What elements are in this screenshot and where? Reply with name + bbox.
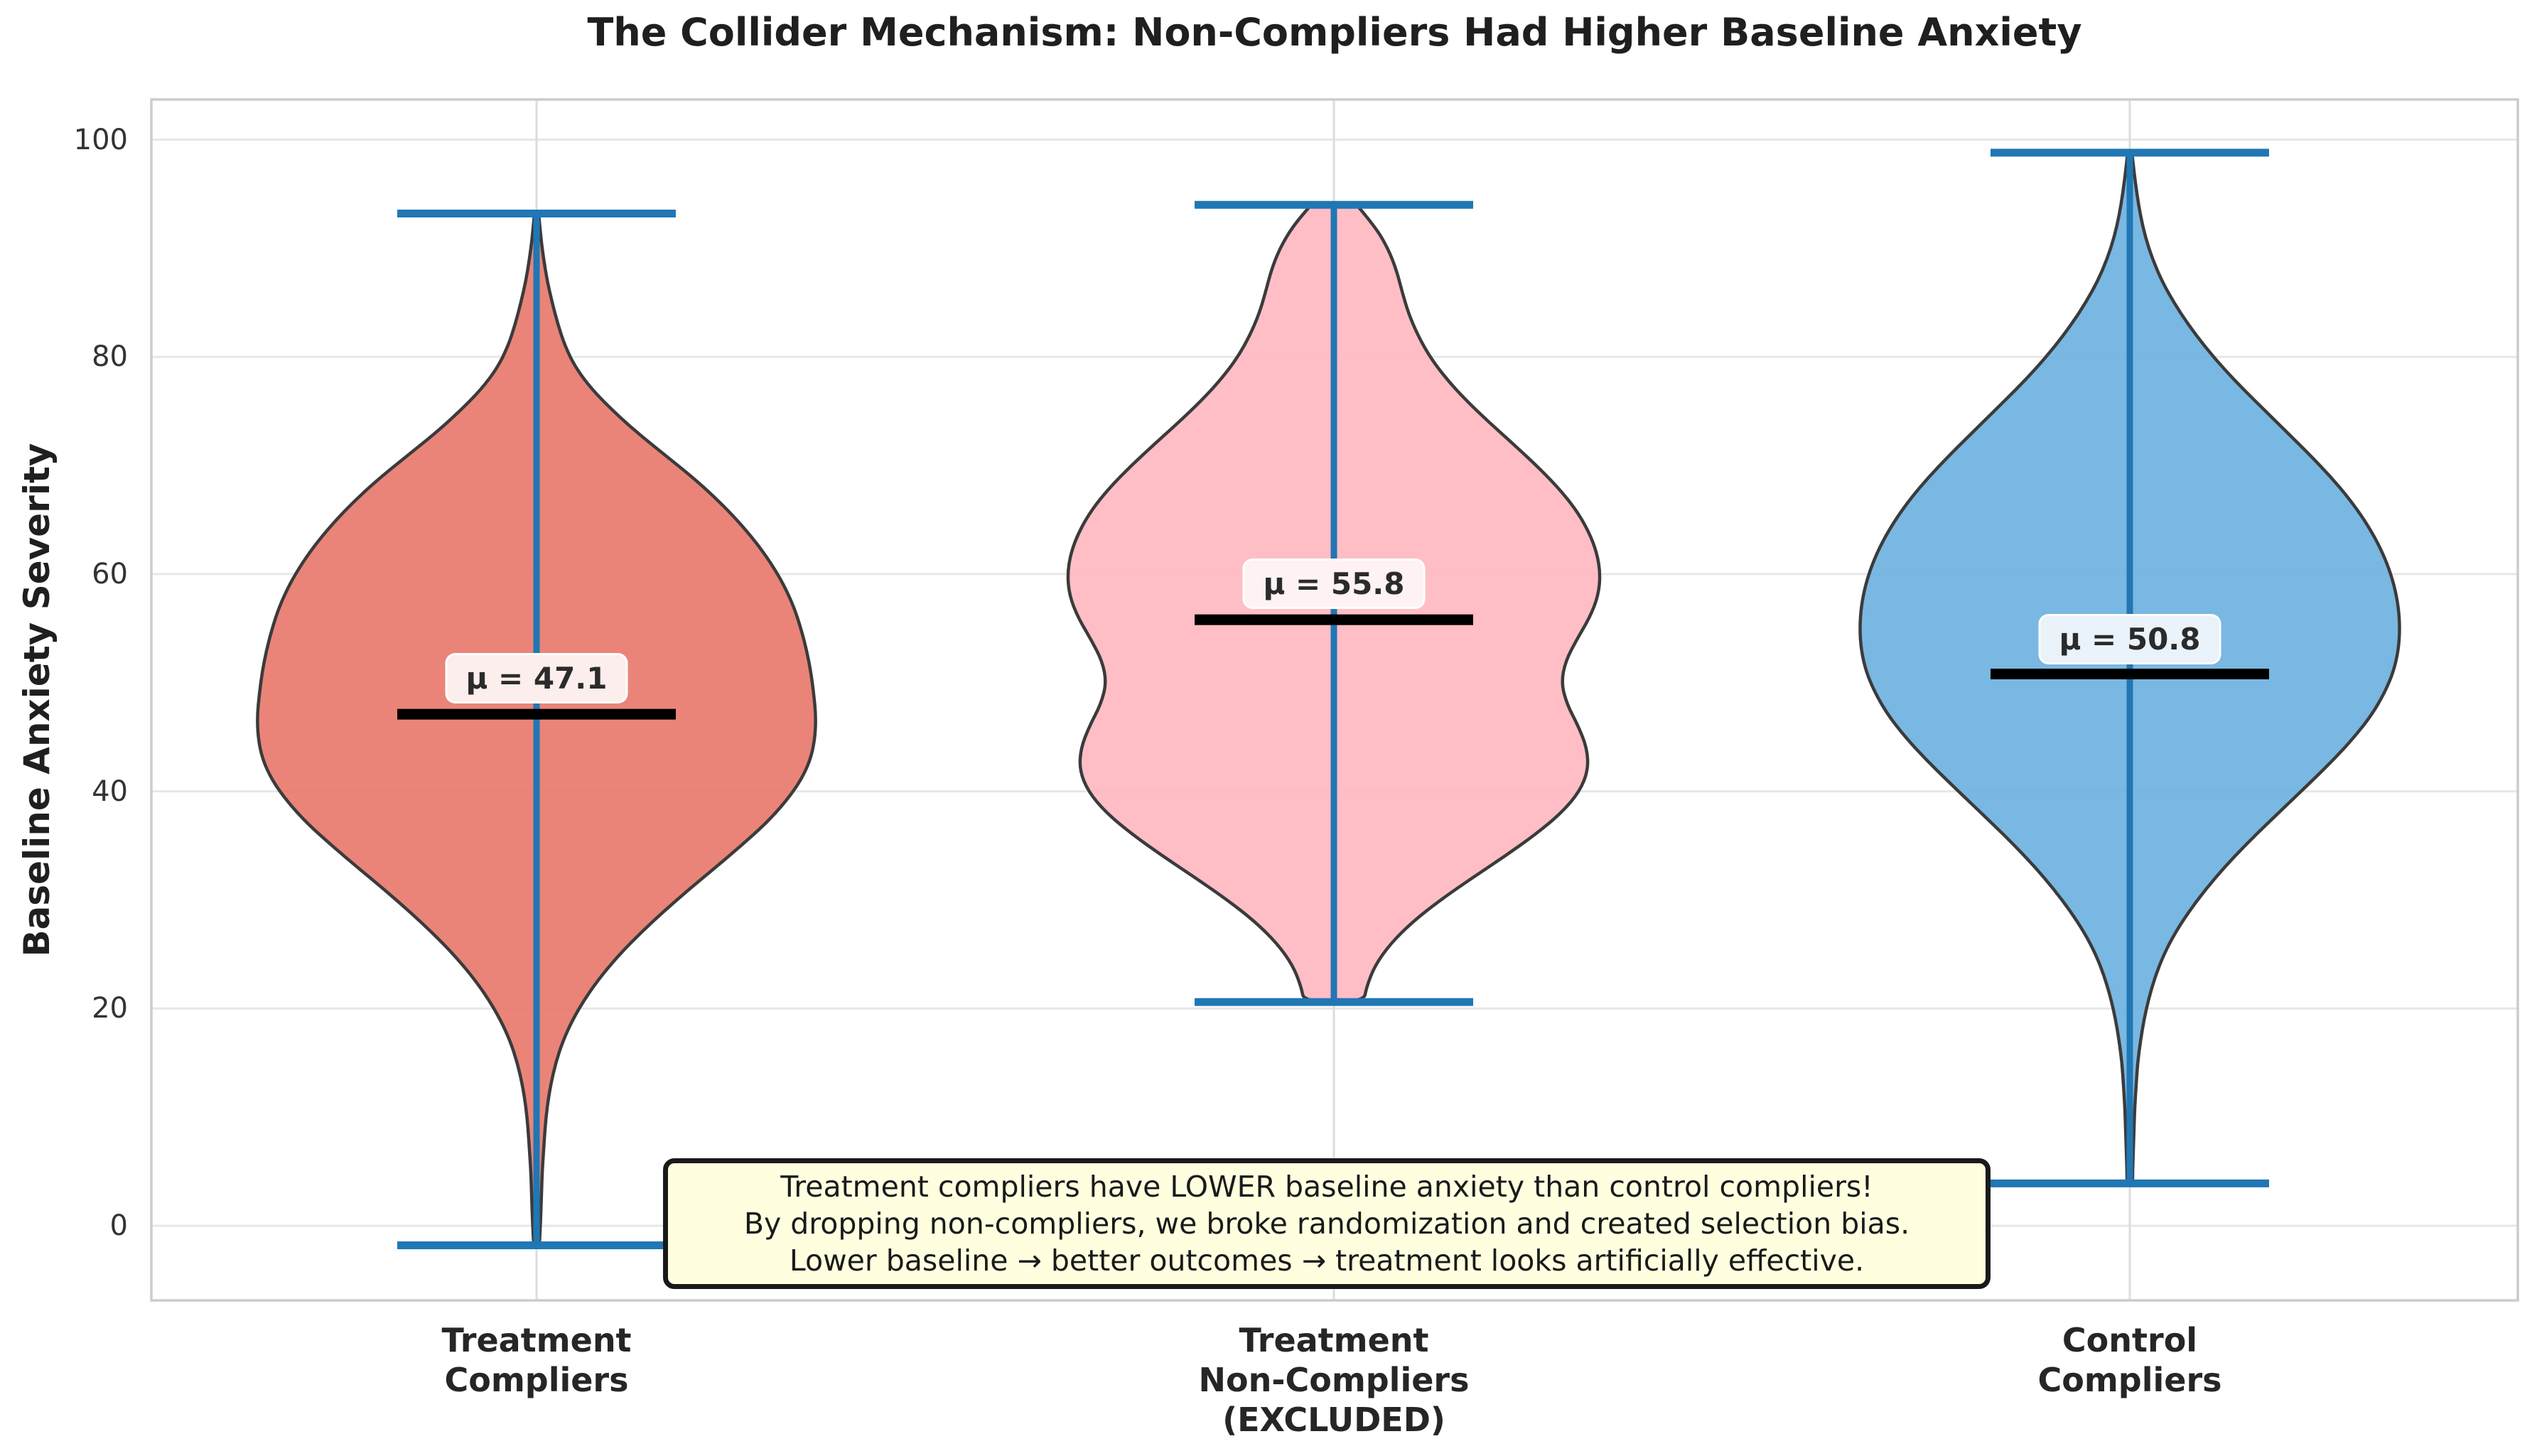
- y-tick-label-80: 80: [92, 340, 128, 373]
- x-category-line: Compliers: [444, 1361, 629, 1399]
- y-tick-label-100: 100: [73, 124, 128, 156]
- mean-label-treatment-compliers: μ = 47.1: [445, 653, 628, 703]
- annotation-line-3: Lower baseline → better outcomes → treat…: [789, 1244, 1865, 1278]
- x-category-line: Non-Compliers: [1198, 1361, 1470, 1399]
- x-category-line: Treatment: [1239, 1321, 1429, 1359]
- x-category-line: (EXCLUDED): [1222, 1401, 1445, 1439]
- y-tick-label-0: 0: [109, 1209, 128, 1242]
- annotation-line-2: By dropping non-compliers, we broke rand…: [743, 1207, 1910, 1241]
- annotation-box: Treatment compliers have LOWER baseline …: [663, 1158, 1991, 1289]
- x-category-line: Compliers: [2037, 1361, 2222, 1399]
- y-tick-label-60: 60: [92, 558, 128, 591]
- mean-label-treatment-non-compliers: μ = 55.8: [1242, 559, 1426, 609]
- y-tick-label-20: 20: [92, 992, 128, 1025]
- y-axis-title: Baseline Anxiety Severity: [16, 443, 58, 957]
- y-tick-label-40: 40: [92, 775, 128, 808]
- x-category-line: Treatment: [441, 1321, 632, 1359]
- x-category-treatment-compliers: Treatment Compliers: [441, 1320, 631, 1400]
- x-category-control-compliers: Control Compliers: [2037, 1320, 2221, 1400]
- chart-title: The Collider Mechanism: Non-Compliers Ha…: [587, 10, 2082, 55]
- mean-label-control-compliers: μ = 50.8: [2038, 614, 2221, 664]
- x-category-treatment-non-compliers: Treatment Non-Compliers (EXCLUDED): [1199, 1320, 1470, 1440]
- annotation-line-1: Treatment compliers have LOWER baseline …: [780, 1170, 1873, 1204]
- x-category-line: Control: [2062, 1321, 2198, 1359]
